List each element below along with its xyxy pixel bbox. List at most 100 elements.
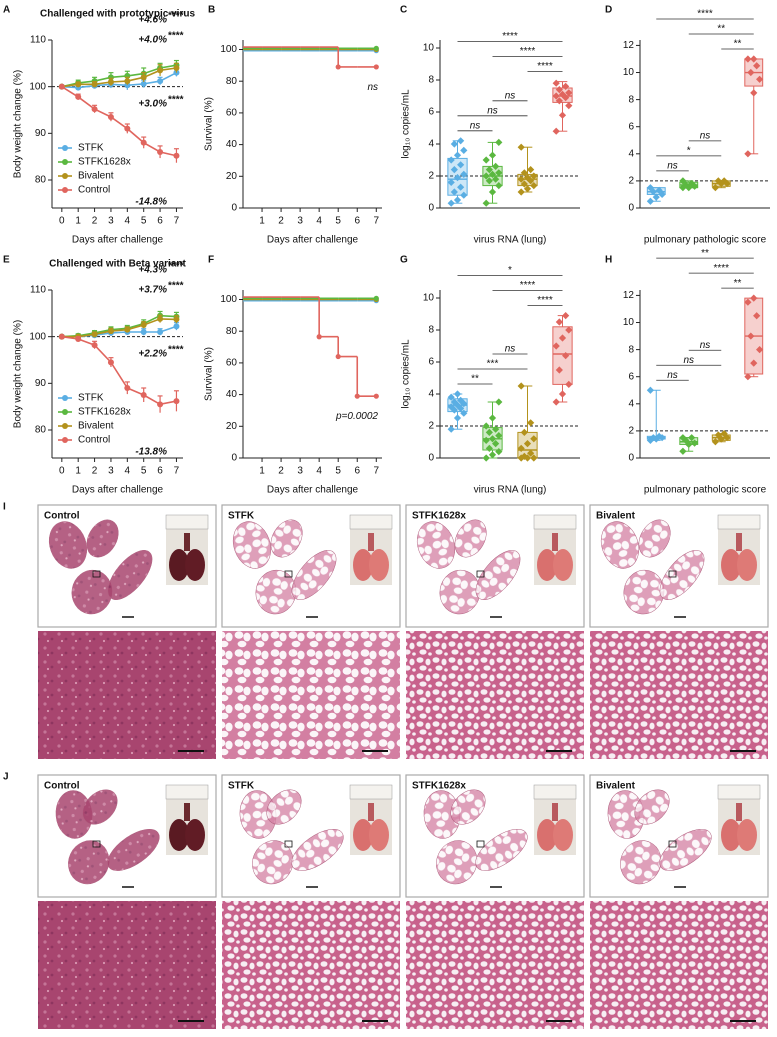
data-point (457, 396, 465, 404)
data-point (655, 432, 663, 440)
data-point (649, 434, 657, 442)
histology-image (38, 901, 216, 1029)
data-point (485, 444, 493, 452)
data-point (495, 138, 503, 146)
data-point (530, 182, 538, 190)
lung-section (82, 789, 118, 825)
y-tick-label: 90 (35, 128, 47, 139)
data-point (157, 67, 164, 74)
y-tick-label: 100 (29, 81, 46, 92)
lung-section (659, 550, 705, 600)
significance-stars: **** (168, 94, 184, 105)
data-point (679, 447, 687, 455)
data-point (460, 409, 468, 417)
y-tick-label: 80 (35, 175, 47, 186)
significance-label: **** (537, 295, 553, 306)
data-point (492, 175, 500, 183)
data-point (711, 438, 719, 446)
data-point (530, 435, 538, 443)
data-point (157, 329, 164, 335)
data-point (140, 322, 147, 328)
data-point (485, 177, 493, 185)
data-point (495, 182, 503, 190)
legend-marker (62, 395, 68, 401)
x-axis-label: virus RNA (lung) (474, 485, 547, 496)
gross-lung (169, 549, 189, 581)
series-line (61, 85, 177, 157)
lung-section (450, 789, 486, 825)
data-point (744, 298, 752, 306)
data-point (75, 81, 82, 88)
group-label: STFK1628x (412, 781, 466, 792)
data-point (91, 106, 98, 113)
data-point (482, 199, 490, 207)
data-point (756, 346, 764, 354)
data-point (140, 139, 147, 146)
lung-section (436, 840, 478, 885)
data-point (457, 404, 465, 412)
data-point (520, 169, 528, 177)
lung-section (86, 519, 119, 558)
data-point (453, 174, 462, 182)
legend-label: Control (78, 435, 110, 446)
x-tick-label: 4 (125, 216, 131, 227)
data-point (562, 312, 570, 320)
data-point (688, 434, 696, 442)
x-tick-label: 4 (316, 466, 322, 477)
data-point (488, 170, 497, 178)
x-tick-label: 7 (174, 466, 180, 477)
data-point (520, 428, 528, 436)
data-point (555, 97, 563, 105)
series-annotation: +4.0% (138, 35, 167, 46)
data-point (447, 393, 455, 401)
significance-label: ns (683, 355, 694, 366)
y-tick-label: 12 (623, 290, 635, 301)
data-point (335, 64, 341, 70)
significance-stars: **** (168, 11, 184, 22)
data-point (482, 172, 490, 180)
x-tick-label: 4 (125, 466, 131, 477)
group-label: STFK (228, 511, 255, 522)
trachea (736, 803, 742, 821)
data-point (492, 440, 500, 448)
gross-lung (353, 549, 373, 581)
y-tick-label: 40 (226, 389, 238, 400)
data-point (457, 161, 465, 169)
histology-image (222, 901, 400, 1029)
trachea (184, 803, 190, 821)
data-point (107, 79, 114, 85)
x-tick-label: 1 (259, 466, 265, 477)
data-point (91, 331, 98, 338)
data-point (682, 436, 690, 444)
legend-marker (62, 159, 68, 165)
lung-section (68, 840, 110, 885)
significance-label: ** (734, 39, 742, 50)
data-point (520, 180, 528, 188)
significance-stars: **** (168, 31, 184, 42)
trachea (368, 533, 374, 551)
data-point (552, 127, 560, 135)
data-point (75, 93, 82, 100)
legend-marker (62, 409, 68, 415)
data-point (482, 156, 490, 164)
data-point (679, 177, 687, 185)
legend-marker (62, 423, 68, 429)
x-tick-label: 5 (335, 466, 341, 477)
y-tick-label: 6 (628, 371, 634, 382)
gross-lung (185, 549, 205, 581)
x-tick-label: 4 (316, 216, 322, 227)
lung-section (659, 828, 712, 871)
legend-marker (62, 187, 68, 193)
group-label: STFK1628x (412, 511, 466, 522)
x-tick-label: 2 (278, 216, 284, 227)
data-point (562, 82, 570, 90)
data-point (75, 336, 82, 342)
data-point (485, 166, 493, 174)
data-point (107, 114, 114, 120)
data-point (530, 454, 538, 462)
legend-marker (62, 145, 68, 151)
data-point (373, 64, 379, 70)
data-point (520, 452, 528, 460)
histology-image (406, 901, 584, 1029)
legend-label: Bivalent (78, 171, 114, 182)
